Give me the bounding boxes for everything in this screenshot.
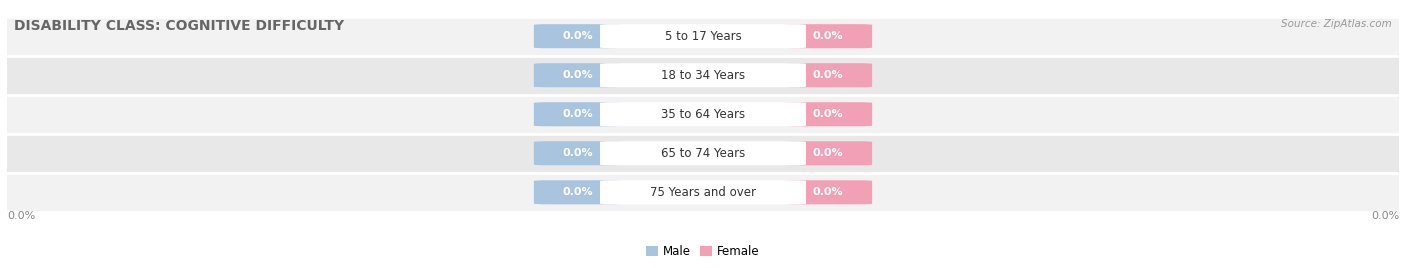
- FancyBboxPatch shape: [600, 141, 806, 165]
- Text: 0.0%: 0.0%: [1371, 211, 1399, 221]
- FancyBboxPatch shape: [785, 180, 872, 204]
- FancyBboxPatch shape: [600, 24, 806, 48]
- Text: 0.0%: 0.0%: [562, 70, 593, 80]
- FancyBboxPatch shape: [600, 63, 806, 87]
- Text: 0.0%: 0.0%: [562, 187, 593, 197]
- Text: 75 Years and over: 75 Years and over: [650, 186, 756, 199]
- FancyBboxPatch shape: [534, 180, 621, 204]
- FancyBboxPatch shape: [7, 17, 1399, 56]
- FancyBboxPatch shape: [7, 95, 1399, 134]
- Text: 0.0%: 0.0%: [813, 109, 844, 119]
- FancyBboxPatch shape: [7, 134, 1399, 173]
- Text: DISABILITY CLASS: COGNITIVE DIFFICULTY: DISABILITY CLASS: COGNITIVE DIFFICULTY: [14, 19, 344, 33]
- Text: 0.0%: 0.0%: [813, 148, 844, 158]
- Text: 35 to 64 Years: 35 to 64 Years: [661, 108, 745, 121]
- FancyBboxPatch shape: [534, 24, 621, 48]
- Legend: Male, Female: Male, Female: [641, 240, 765, 263]
- FancyBboxPatch shape: [534, 141, 621, 165]
- Text: Source: ZipAtlas.com: Source: ZipAtlas.com: [1281, 19, 1392, 29]
- Text: 5 to 17 Years: 5 to 17 Years: [665, 30, 741, 43]
- FancyBboxPatch shape: [785, 63, 872, 87]
- FancyBboxPatch shape: [785, 141, 872, 165]
- FancyBboxPatch shape: [7, 173, 1399, 212]
- Text: 0.0%: 0.0%: [813, 187, 844, 197]
- Text: 0.0%: 0.0%: [7, 211, 35, 221]
- Text: 0.0%: 0.0%: [562, 31, 593, 41]
- FancyBboxPatch shape: [785, 102, 872, 126]
- Text: 65 to 74 Years: 65 to 74 Years: [661, 147, 745, 160]
- Text: 0.0%: 0.0%: [562, 109, 593, 119]
- FancyBboxPatch shape: [534, 102, 621, 126]
- FancyBboxPatch shape: [534, 63, 621, 87]
- FancyBboxPatch shape: [785, 24, 872, 48]
- Text: 0.0%: 0.0%: [813, 70, 844, 80]
- FancyBboxPatch shape: [600, 180, 806, 204]
- Text: 0.0%: 0.0%: [813, 31, 844, 41]
- Text: 0.0%: 0.0%: [562, 148, 593, 158]
- FancyBboxPatch shape: [600, 102, 806, 126]
- FancyBboxPatch shape: [7, 56, 1399, 95]
- Text: 18 to 34 Years: 18 to 34 Years: [661, 69, 745, 82]
